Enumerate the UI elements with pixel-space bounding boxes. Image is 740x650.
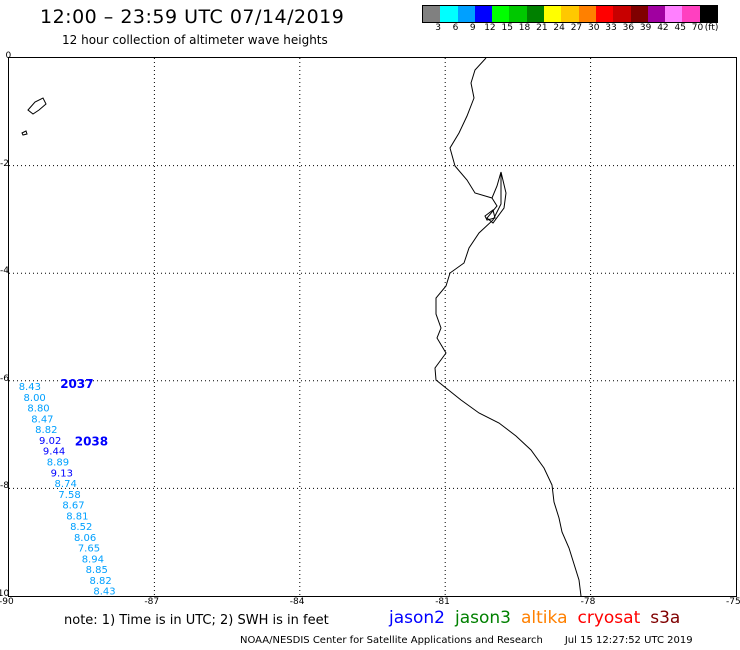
galapagos-island-large (27, 97, 47, 115)
color-legend (422, 5, 719, 23)
wave-height-label: 9.13 (51, 468, 73, 479)
legend-swatch (595, 6, 614, 22)
legend-label: 30 (588, 23, 600, 33)
satellite-label-s3a: s3a (650, 608, 681, 628)
legend-swatch (440, 6, 458, 22)
longitude-tick-label: -84 (289, 597, 305, 607)
wave-height-label: 8.47 (31, 414, 53, 425)
latitude-tick-label: -2 (0, 158, 9, 169)
satellite-key: jason2 jason3 altika cryosat s3a (389, 608, 690, 628)
credit-text: NOAA/NESDIS Center for Satellite Applica… (240, 635, 543, 646)
map-canvas: 8.438.008.808.478.829.029.448.899.138.74… (9, 57, 736, 598)
legend-label: 27 (570, 23, 583, 33)
wave-height-label: 9.44 (43, 447, 65, 458)
legend-swatch (474, 6, 493, 22)
legend-swatch (561, 6, 579, 22)
wave-height-label: 8.89 (47, 458, 69, 469)
graticule (9, 58, 736, 596)
legend-swatch (682, 6, 700, 22)
legend-swatch (492, 6, 510, 22)
map-title: 12:00 – 23:59 UTC 07/14/2019 (40, 6, 345, 28)
legend-label: 24 (553, 23, 565, 33)
legend-label: 45 (674, 23, 686, 33)
legend-label: 6 (452, 23, 459, 33)
legend-label: 42 (657, 23, 669, 33)
generated-timestamp: Jul 15 12:27:52 UTC 2019 (564, 635, 693, 646)
latitude-tick-label: -10 (0, 589, 10, 599)
legend-swatch (630, 6, 648, 22)
wave-height-label: 8.52 (70, 522, 92, 533)
footer-note: note: 1) Time is in UTC; 2) SWH is in fe… (64, 613, 329, 628)
galapagos-island-small (21, 130, 28, 136)
wave-height-label: 8.43 (93, 587, 115, 596)
longitude-tick-label: -87 (144, 597, 160, 607)
satellite-label-jason2: jason2 (389, 608, 445, 628)
legend-swatch (457, 6, 475, 22)
gulf-of-guayaquil (486, 171, 507, 224)
latitude-tick-label: 0 (5, 51, 12, 61)
wave-height-label: 8.81 (66, 511, 88, 522)
legend-label: 39 (639, 23, 652, 33)
legend-label: 3 (435, 23, 442, 33)
wave-height-label: 8.82 (35, 425, 57, 436)
longitude-tick-label: -78 (580, 597, 596, 607)
map-subtitle: 12 hour collection of altimeter wave hei… (62, 33, 328, 47)
longitude-tick-label: -75 (726, 597, 740, 607)
wave-height-label: 7.58 (58, 490, 80, 501)
wave-height-label: 8.00 (24, 393, 46, 404)
legend-unit: (ft) (704, 23, 719, 33)
legend-swatch (423, 6, 441, 22)
wave-height-label: 8.67 (62, 501, 84, 512)
wave-height-label: 8.74 (55, 479, 77, 490)
legend-label: 21 (536, 23, 548, 33)
legend-swatch (544, 6, 562, 22)
legend-swatch (509, 6, 527, 22)
wave-height-label: 8.80 (27, 404, 49, 415)
legend-label: 9 (469, 23, 476, 33)
legend-swatch (699, 6, 718, 22)
latitude-tick-label: -4 (0, 266, 9, 277)
track-time-label: 2038 (75, 435, 108, 449)
map-frame: 8.43 8.00 8.80 8.47 8.82 9.02 9.44 8.89 9.13 8.74… (8, 57, 737, 598)
wave-height-label: 9.02 (39, 436, 61, 447)
satellite-label-jason3: jason3 (455, 608, 511, 628)
legend-label: 12 (484, 23, 496, 33)
satellite-label-cryosat: cryosat (577, 608, 641, 628)
track-time-label: 2037 (60, 377, 93, 391)
wave-height-label: 8.43 (19, 382, 41, 393)
coastline-ecuador-peru (434, 57, 582, 597)
legend-swatch (665, 6, 683, 22)
wave-height-label: 8.82 (89, 576, 111, 587)
wave-height-label: 8.94 (82, 554, 104, 565)
legend-swatch (526, 6, 545, 22)
legend-label: 33 (605, 23, 617, 33)
wave-height-label: 7.65 (78, 544, 100, 555)
latitude-tick-label: -6 (0, 373, 9, 384)
legend-swatch (647, 6, 666, 22)
wave-height-label: 8.85 (86, 565, 108, 576)
legend-label: 36 (622, 23, 635, 33)
satellite-label-altika: altika (521, 608, 568, 628)
altimeter-track: 8.438.008.808.478.829.029.448.899.138.74… (19, 377, 116, 598)
legend-label: 18 (518, 23, 531, 33)
credit-line: NOAA/NESDIS Center for Satellite Applica… (240, 635, 693, 646)
longitude-tick-label: -90 (0, 597, 14, 607)
legend-label: 70 (691, 23, 704, 33)
wave-height-label: 8.06 (74, 533, 96, 544)
latitude-tick-label: -8 (0, 481, 9, 492)
puna-island (484, 209, 496, 221)
color-legend-labels: 3 6 9 12 15 18 21 24 27 30 33 36 39 42 45 70 (ft) (422, 23, 740, 35)
coastline (21, 57, 582, 597)
legend-swatch (578, 6, 596, 22)
legend-label: 15 (501, 23, 513, 33)
longitude-tick-label: -81 (435, 597, 450, 607)
legend-swatch (613, 6, 631, 22)
